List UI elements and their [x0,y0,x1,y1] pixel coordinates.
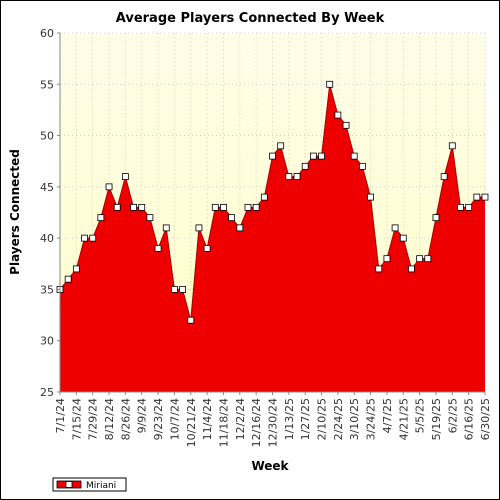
x-tick-label: 7/15/24 [70,398,83,440]
data-point [375,265,383,273]
data-point [146,214,154,222]
y-tick-labels: 25 30 35 40 45 50 55 60 [40,27,60,399]
y-tick-label: 40 [40,232,54,245]
x-tick-label: 12/16/24 [250,398,263,447]
x-tick-label: 4/21/25 [397,398,410,440]
data-point [97,214,105,222]
x-tick-label: 5/5/25 [414,398,427,433]
data-point [220,203,227,211]
y-tick-label: 45 [40,181,54,194]
x-tick-label: 11/4/24 [201,398,214,440]
data-point [269,152,276,160]
x-tick-label: 10/21/24 [185,398,198,447]
x-tick-label: 3/10/25 [348,398,361,440]
data-point [326,80,334,88]
x-tick-label: 8/12/24 [103,398,116,440]
x-tick-label: 1/27/25 [299,398,312,440]
x-tick-label: 5/19/25 [430,398,443,440]
x-tick-label: 10/7/24 [168,398,181,440]
data-point [383,255,391,263]
data-point [358,162,366,170]
data-point [367,193,374,201]
y-tick-label: 30 [40,335,54,348]
x-tick-label: 9/9/24 [136,398,149,433]
data-point [162,224,170,232]
data-point [391,224,399,232]
y-tick-label: 55 [40,78,54,91]
x-tick-label: 8/26/24 [119,398,132,440]
x-tick-label: 6/16/25 [463,398,476,440]
y-tick-label: 50 [40,130,54,143]
data-point [195,224,203,232]
x-axis-label: Week [251,459,289,473]
data-point [72,265,80,273]
x-tick-label: 12/2/24 [234,398,247,440]
y-tick-label: 35 [40,283,54,296]
data-point [465,203,473,211]
data-point [89,234,97,242]
y-tick-label: 60 [40,27,54,40]
data-point [440,173,448,181]
data-point [334,111,342,119]
data-point [81,234,88,242]
data-point [154,244,162,252]
x-tick-label: 6/30/25 [479,398,492,440]
legend-label: Miriani [86,481,116,491]
data-point [309,152,317,160]
y-tick-label: 25 [40,386,54,399]
data-point [171,286,178,293]
data-point [457,203,464,211]
data-point [64,275,72,283]
data-point [130,203,137,211]
data-point [399,234,407,242]
data-point [416,255,424,263]
x-tick-label: 12/30/24 [267,398,280,447]
x-tick-label: 2/24/25 [332,398,345,440]
legend: Miriani [52,477,127,492]
x-tick-label: 1/13/25 [283,398,296,440]
data-point [228,214,236,222]
data-point [138,203,146,211]
data-point [277,142,285,150]
data-point [350,152,358,160]
x-tick-label: 7/29/24 [87,398,100,440]
data-point [448,142,456,150]
x-tick-label: 6/2/25 [446,398,459,433]
x-tick-label: 11/18/24 [217,398,230,447]
data-point [252,203,260,211]
x-tick-label: 7/1/24 [54,398,67,433]
data-point [260,193,268,201]
data-point [424,255,432,263]
chart-title: Average Players Connected By Week [116,11,385,26]
data-point [236,224,244,232]
y-axis-label: Players Connected [8,149,22,275]
data-point [244,203,252,211]
x-tick-label: 4/7/25 [381,398,394,433]
data-point [293,173,301,181]
data-point [318,152,325,160]
x-tick-label: 9/23/24 [152,398,165,440]
data-point [342,121,350,129]
data-point [105,183,113,191]
data-point [211,203,219,211]
data-point [481,193,489,201]
data-point [179,286,187,293]
legend-marker-icon [65,481,73,488]
data-point [113,203,121,211]
x-tick-labels: 7/1/24 7/15/24 7/29/24 8/12/24 8/26/24 9/9/24… [54,392,492,447]
data-point [301,162,309,170]
x-tick-label: 2/10/25 [316,398,329,440]
data-point [285,173,293,181]
data-point [473,193,481,201]
data-point [203,244,211,252]
x-tick-label: 3/24/25 [365,398,378,440]
data-markers [56,80,489,324]
data-point [408,265,415,273]
data-point [187,316,195,324]
data-point [121,173,129,181]
area-series-miriani [60,84,485,392]
data-point [432,214,440,222]
